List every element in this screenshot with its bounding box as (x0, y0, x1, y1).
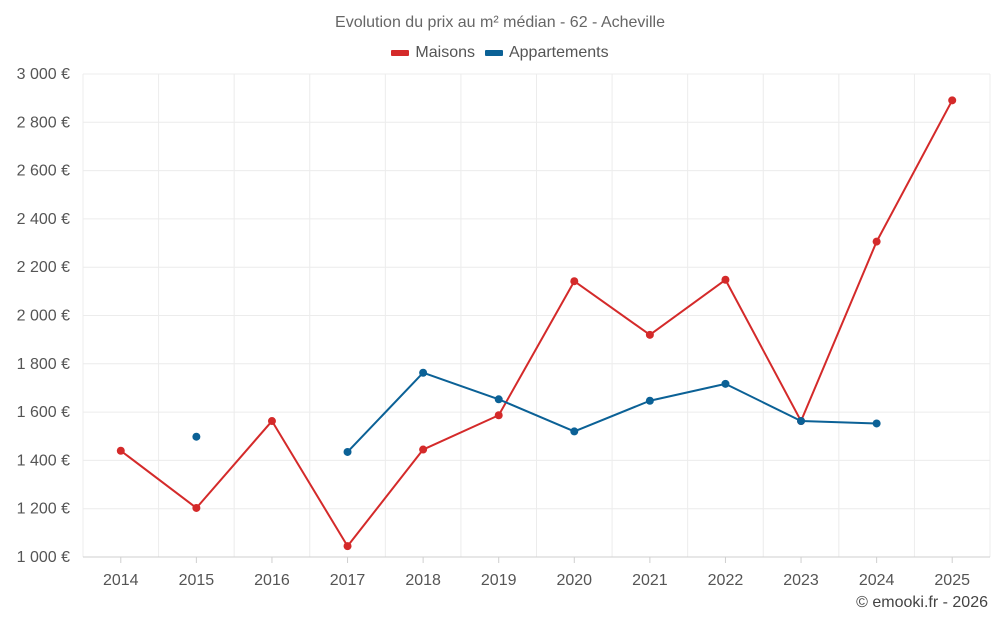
legend-label-appartements: Appartements (508, 44, 609, 61)
y-tick-label: 1 400 € (17, 452, 70, 469)
series-line-maisons (120, 99, 954, 548)
y-tick-label: 2 800 € (17, 114, 70, 131)
data-point-maisons (570, 277, 579, 286)
data-point-maisons (267, 417, 276, 426)
data-point-appartements (192, 432, 201, 441)
x-tick-label: 2025 (934, 572, 970, 589)
data-point-maisons (116, 446, 125, 455)
data-point-appartements (570, 427, 579, 436)
x-tick-label: 2019 (481, 572, 517, 589)
legend-swatch-maisons (391, 50, 410, 56)
x-tick-label: 2022 (708, 572, 744, 589)
data-point-appartements (419, 368, 428, 377)
y-tick-label: 1 000 € (17, 549, 70, 566)
y-tick-label: 2 200 € (17, 259, 70, 276)
y-tick-label: 1 800 € (17, 356, 70, 373)
chart-legend: Maisons Appartements (0, 44, 1000, 62)
legend-label-maisons: Maisons (415, 44, 475, 61)
series-line-appartements (346, 371, 877, 453)
y-tick-label: 2 000 € (17, 308, 70, 325)
data-point-maisons (645, 330, 654, 339)
data-point-appartements (645, 396, 654, 405)
data-point-maisons (948, 96, 957, 105)
credit-text: © emooki.fr - 2026 (856, 594, 988, 611)
x-tick-label: 2024 (859, 572, 895, 589)
data-point-maisons (419, 445, 428, 454)
data-point-appartements (797, 417, 806, 426)
x-tick-label: 2016 (254, 572, 290, 589)
data-point-maisons (872, 237, 881, 246)
y-tick-label: 1 200 € (17, 501, 70, 518)
data-point-maisons (343, 542, 352, 551)
data-point-maisons (192, 503, 201, 512)
data-point-maisons (721, 275, 730, 284)
x-tick-label: 2020 (556, 572, 592, 589)
y-tick-label: 2 400 € (17, 211, 70, 228)
y-tick-label: 3 000 € (17, 66, 70, 83)
legend-item-maisons[interactable]: Maisons (391, 44, 475, 62)
x-tick-label: 2015 (179, 572, 215, 589)
data-point-appartements (494, 395, 503, 404)
legend-swatch-appartements (484, 50, 503, 56)
legend-item-appartements[interactable]: Appartements (484, 44, 609, 62)
x-tick-label: 2014 (103, 572, 139, 589)
x-tick-label: 2023 (783, 572, 819, 589)
data-point-appartements (721, 379, 730, 388)
x-tick-label: 2018 (405, 572, 441, 589)
chart-title: Evolution du prix au m² médian - 62 - Ac… (335, 14, 665, 31)
x-tick-label: 2021 (632, 572, 668, 589)
data-point-appartements (343, 447, 352, 456)
y-tick-label: 2 600 € (17, 163, 70, 180)
data-point-appartements (872, 419, 881, 428)
data-point-maisons (494, 411, 503, 420)
x-tick-label: 2017 (330, 572, 366, 589)
y-tick-label: 1 600 € (17, 404, 70, 421)
